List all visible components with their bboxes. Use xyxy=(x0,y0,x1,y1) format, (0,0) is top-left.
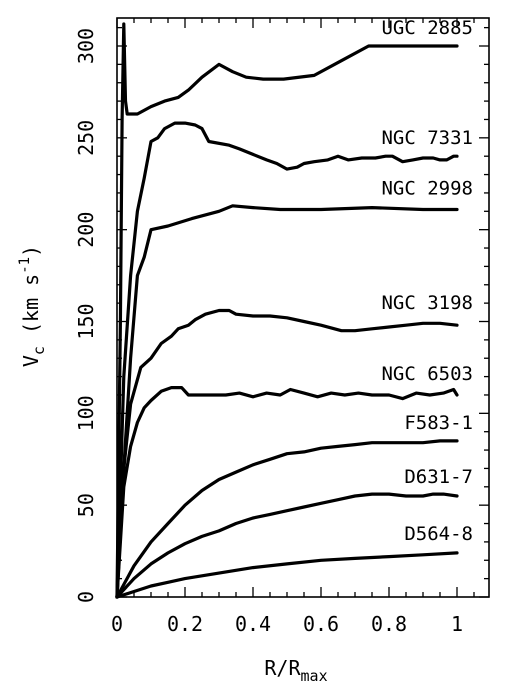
curve-label: NGC 3198 xyxy=(381,292,473,314)
x-tick-labels: 0 0.2 0.4 0.6 0.8 1 xyxy=(111,612,463,636)
x-tick-label: 0.6 xyxy=(303,612,339,636)
x-tick-label: 1 xyxy=(451,612,463,636)
x-tick-label: 0 xyxy=(111,612,123,636)
x-tick-label: 0.8 xyxy=(371,612,407,636)
rotation-curve-ngc-6503 xyxy=(115,386,459,599)
y-tick-label: 50 xyxy=(74,493,98,517)
y-tick-label: 200 xyxy=(74,212,98,248)
curve-label: UGC 2885 xyxy=(381,17,473,39)
plot-frame xyxy=(116,17,490,598)
rotation-curve-ngc-7331 xyxy=(115,121,459,599)
x-tick-label: 0.2 xyxy=(167,612,203,636)
y-tick-label: 0 xyxy=(74,591,98,603)
y-tick-label: 300 xyxy=(74,28,98,64)
curve-label: D564-8 xyxy=(404,523,473,545)
y-tick-label: 250 xyxy=(74,120,98,156)
rotation-curve-d631-7 xyxy=(115,492,459,599)
rotation-curve-ngc-3198 xyxy=(115,308,459,599)
x-tick-label: 0.4 xyxy=(235,612,271,636)
rotation-curves xyxy=(115,22,459,599)
curve-label: D631-7 xyxy=(404,466,473,488)
y-tick-label: 100 xyxy=(74,395,98,431)
y-axis-label: Vc (km s-1) xyxy=(17,245,48,367)
rotation-curve-d564-8 xyxy=(115,551,459,599)
x-axis-label: R/Rmax xyxy=(264,656,327,685)
curve-label: NGC 2998 xyxy=(381,177,473,199)
curve-labels: UGC 2885 NGC 7331 NGC 2998 NGC 3198 NGC 6503… xyxy=(381,17,473,545)
curve-label: NGC 6503 xyxy=(381,363,473,385)
y-tick-label: 150 xyxy=(74,303,98,339)
rotation-curve-ngc-2998 xyxy=(115,204,459,599)
curve-label: NGC 7331 xyxy=(381,127,473,149)
y-tick-labels: 0 50 100 150 200 250 300 xyxy=(74,28,98,603)
x-axis-label-sub: max xyxy=(301,667,328,685)
curve-label: F583-1 xyxy=(404,412,473,434)
rotation-curve-ugc-2885 xyxy=(115,22,459,599)
rotation-curve-f583-1 xyxy=(115,439,459,599)
